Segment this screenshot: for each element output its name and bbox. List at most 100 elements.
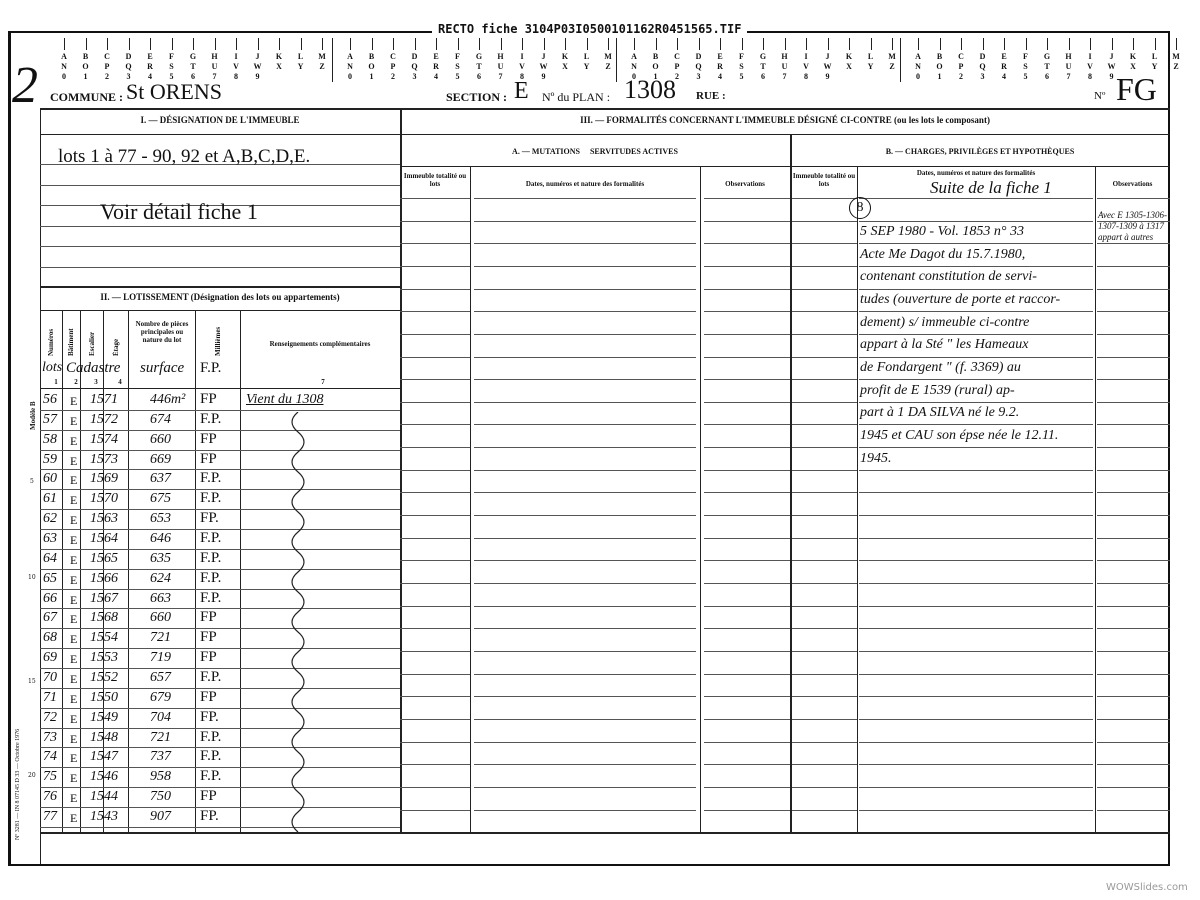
index-letter: M xyxy=(604,52,612,61)
index-letter: 0 xyxy=(62,72,66,81)
index-letter: 5 xyxy=(455,72,460,81)
ruled-line xyxy=(474,606,696,607)
ruled-line xyxy=(474,538,696,539)
ruled-line xyxy=(400,628,470,629)
ruled-line xyxy=(704,742,790,743)
lot-fp: FP. xyxy=(200,510,219,526)
index-letter: A xyxy=(347,52,353,61)
ruled-line xyxy=(400,379,470,380)
index-tick xyxy=(763,38,764,50)
observation-line: 1307-1309 à 1317 xyxy=(1098,221,1164,231)
index-letter: O xyxy=(652,62,659,71)
lot-row-line xyxy=(40,628,400,629)
index-letter: O xyxy=(82,62,89,71)
ruled-line xyxy=(474,583,696,584)
index-tick xyxy=(64,38,65,50)
no-label: Nº xyxy=(1094,90,1106,102)
ruled-line xyxy=(474,810,696,811)
cadastre-section: E xyxy=(70,612,78,626)
formalites-column-line xyxy=(1095,166,1096,833)
hand-header-fp: F.P. xyxy=(200,360,222,376)
table-row: 71 E 1550 679 FP xyxy=(40,688,400,708)
ruled-line xyxy=(400,402,470,403)
ruled-line xyxy=(1097,289,1170,290)
ruled-line xyxy=(400,492,470,493)
index-letter: N xyxy=(631,62,637,71)
cadastre-parcel: 1569 xyxy=(90,471,118,486)
index-letter: 5 xyxy=(739,72,744,81)
index-letter: 7 xyxy=(782,72,787,81)
ruled-line xyxy=(474,742,696,743)
index-letter: 0 xyxy=(916,72,920,81)
cadastre-parcel: 1553 xyxy=(90,650,118,665)
ruled-line xyxy=(792,674,857,675)
ruled-line xyxy=(704,198,790,199)
ruled-line xyxy=(400,764,470,765)
lot-note: Vient du 1308 xyxy=(246,392,324,407)
entry-line: de Fondargent " (f. 3369) au xyxy=(860,359,1021,375)
index-tick xyxy=(1004,38,1005,50)
lot-number: 76 xyxy=(43,789,57,804)
index-letter: 7 xyxy=(498,72,503,81)
index-letter: C xyxy=(104,52,110,61)
index-letter: D xyxy=(979,52,986,61)
designation-line-1: lots 1 à 77 - 90, 92 et A,B,C,D,E. xyxy=(58,146,311,167)
ruled-line xyxy=(792,764,857,765)
index-tick xyxy=(214,38,216,50)
index-letter: U xyxy=(1065,62,1072,71)
index-letter: 8 xyxy=(234,72,238,81)
plan-label: Nº du PLAN : xyxy=(542,90,611,104)
entry-line: Acte Me Dagot du 15.7.1980, xyxy=(860,246,1026,262)
ruled-line xyxy=(400,560,470,561)
index-letter: Z xyxy=(889,62,895,71)
line-number-10: 10 xyxy=(28,574,36,581)
table-row: 62 E 1563 653 FP. xyxy=(40,509,400,529)
ruled-line xyxy=(859,221,1093,222)
lot-surface: 958 xyxy=(150,769,171,784)
ruled-line xyxy=(704,628,790,629)
ruled-line xyxy=(400,311,470,312)
ruled-line xyxy=(792,221,857,222)
ab-divider xyxy=(790,134,792,833)
ruled-line xyxy=(859,424,1093,425)
ruled-line xyxy=(400,719,470,720)
table-row: 67 E 1568 660 FP xyxy=(40,608,400,628)
cadastre-parcel: 1554 xyxy=(90,630,118,645)
lot-row-line xyxy=(40,668,400,669)
ruled-line xyxy=(792,379,857,380)
frame-right xyxy=(1168,31,1170,866)
ruled-line xyxy=(792,583,857,584)
index-letter: 3 xyxy=(696,72,701,81)
lot-number: 72 xyxy=(43,710,57,725)
ruled-line xyxy=(859,583,1093,584)
col-header-renseignements: Renseignements complémentaires xyxy=(269,340,371,348)
index-letter: Q xyxy=(411,62,418,71)
rue-label: RUE : xyxy=(696,90,726,102)
ruled-line xyxy=(400,424,470,425)
ruled-line xyxy=(474,334,696,335)
index-tick xyxy=(1154,38,1156,50)
lot-surface: 653 xyxy=(150,511,171,526)
index-tick xyxy=(107,38,108,50)
index-tick xyxy=(892,38,893,50)
index-tick xyxy=(500,38,502,50)
ruled-line xyxy=(859,357,1093,358)
index-letter: W xyxy=(539,62,548,71)
index-tick xyxy=(236,38,237,50)
form-reference: Nº 3281 — IN 8 07145 D 33 — Octobre 1976 xyxy=(15,728,21,840)
index-tick xyxy=(655,38,657,50)
lot-number: 68 xyxy=(43,630,57,645)
lot-number: 66 xyxy=(43,591,57,606)
index-letter: C xyxy=(390,52,396,61)
ruled-line xyxy=(859,764,1093,765)
lot-number: 71 xyxy=(43,690,57,705)
entry-line: 5 SEP 1980 - Vol. 1853 n° 33 xyxy=(860,224,1025,239)
ruled-line xyxy=(704,583,790,584)
ruled-line xyxy=(1097,379,1170,380)
index-letter: J xyxy=(825,52,830,61)
index-letter: 7 xyxy=(212,72,217,81)
table-row: 77 E 1543 907 FP. xyxy=(40,807,400,827)
lot-row-line xyxy=(40,648,400,649)
index-tick xyxy=(414,38,416,50)
